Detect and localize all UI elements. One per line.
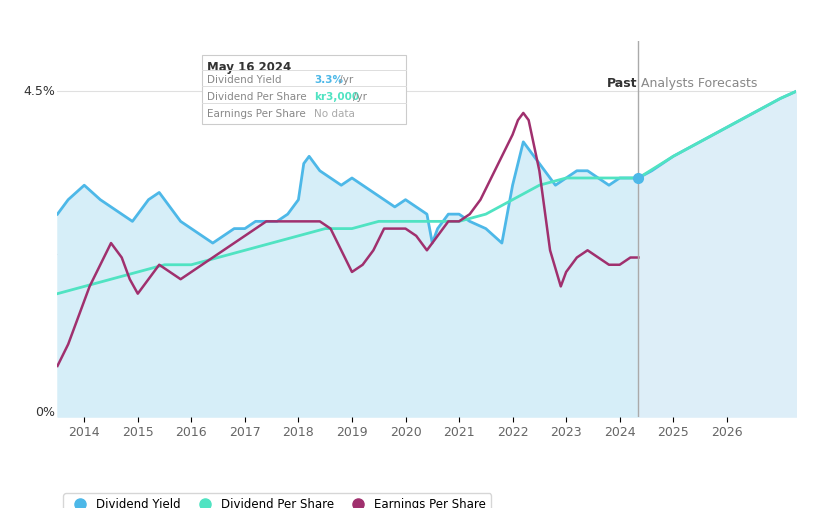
Text: 4.5%: 4.5% — [23, 85, 55, 98]
Legend: Dividend Yield, Dividend Per Share, Earnings Per Share: Dividend Yield, Dividend Per Share, Earn… — [63, 493, 491, 508]
Text: 0%: 0% — [34, 406, 55, 420]
Text: Dividend Per Share: Dividend Per Share — [208, 92, 307, 102]
Text: Dividend Yield: Dividend Yield — [208, 75, 282, 85]
Text: No data: No data — [314, 109, 355, 118]
Text: kr3,000: kr3,000 — [314, 92, 360, 102]
Text: /yr: /yr — [353, 92, 367, 102]
Text: 3.3%: 3.3% — [314, 75, 343, 85]
Text: /yr: /yr — [336, 75, 353, 85]
Text: Analysts Forecasts: Analysts Forecasts — [641, 77, 758, 90]
Text: Earnings Per Share: Earnings Per Share — [208, 109, 306, 118]
Text: Past: Past — [607, 77, 637, 90]
Text: May 16 2024: May 16 2024 — [208, 61, 291, 74]
FancyBboxPatch shape — [202, 55, 406, 124]
